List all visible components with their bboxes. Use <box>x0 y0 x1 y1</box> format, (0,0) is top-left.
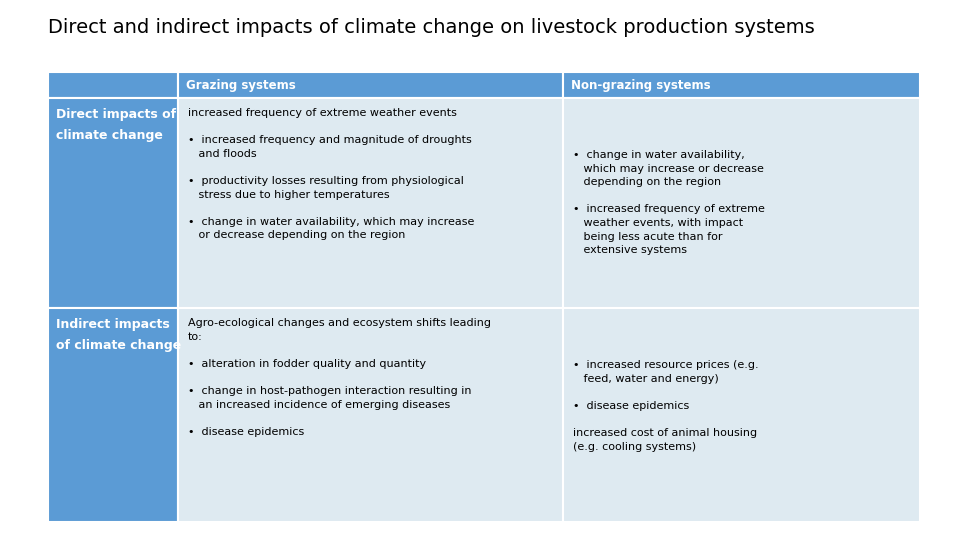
Bar <box>178 308 563 522</box>
Text: Non-grazing systems: Non-grazing systems <box>571 78 710 91</box>
Text: Direct impacts of
climate change: Direct impacts of climate change <box>56 108 176 142</box>
Text: Indirect impacts
of climate change: Indirect impacts of climate change <box>56 318 181 352</box>
Bar <box>563 98 920 308</box>
Bar <box>178 98 563 308</box>
Text: Agro-ecological changes and ecosystem shifts leading
to:

•  alteration in fodde: Agro-ecological changes and ecosystem sh… <box>188 318 491 437</box>
Text: increased frequency of extreme weather events

•  increased frequency and magnit: increased frequency of extreme weather e… <box>188 108 474 240</box>
Text: •  change in water availability,
   which may increase or decrease
   depending : • change in water availability, which ma… <box>573 150 765 255</box>
Text: Grazing systems: Grazing systems <box>186 78 296 91</box>
Text: Direct and indirect impacts of climate change on livestock production systems: Direct and indirect impacts of climate c… <box>48 18 815 37</box>
Bar <box>563 308 920 522</box>
Bar <box>48 308 178 522</box>
Bar <box>48 98 178 308</box>
Bar <box>48 72 178 98</box>
Text: •  increased resource prices (e.g.
   feed, water and energy)

•  disease epidem: • increased resource prices (e.g. feed, … <box>573 360 758 451</box>
Bar <box>563 72 920 98</box>
Bar <box>178 72 563 98</box>
